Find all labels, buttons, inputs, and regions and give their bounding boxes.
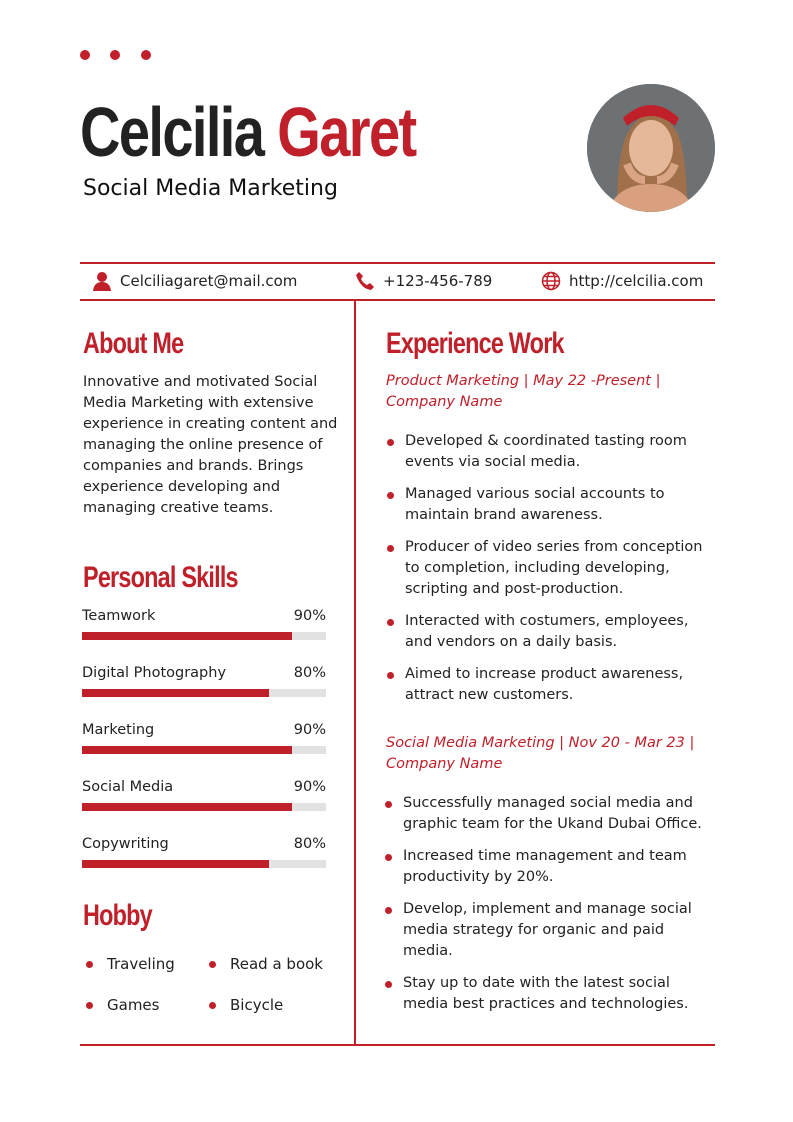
about-heading: About Me — [83, 327, 184, 360]
bullet-icon — [209, 960, 216, 968]
skill-value: 80% — [293, 665, 326, 681]
phone-text: +123-456-789 — [383, 272, 493, 290]
list-item: Producer of video series from conception… — [387, 537, 717, 600]
bullet-icon — [385, 907, 392, 914]
bullet-icon — [387, 439, 394, 446]
list-item: Managed various social accounts to maint… — [387, 484, 717, 526]
email-text: Celciliagaret@mail.com — [120, 272, 298, 290]
skill-bar — [82, 689, 326, 697]
bullet-text: Interacted with costumers, employees, an… — [405, 613, 689, 650]
bullet-icon — [387, 672, 394, 679]
bullet-text: Aimed to increase product awareness, att… — [405, 666, 684, 703]
list-item: Stay up to date with the latest social m… — [385, 973, 715, 1015]
divider — [80, 262, 715, 264]
list-item: Develop, implement and manage social med… — [385, 899, 715, 962]
skill-bar — [82, 746, 326, 754]
skill-item: Marketing 90% — [82, 722, 326, 754]
bullet-text: Increased time management and team produ… — [403, 848, 687, 885]
job-bullets: Developed & coordinated tasting room eve… — [387, 431, 717, 717]
experience-heading: Experience Work — [386, 327, 565, 360]
skill-bar-fill — [82, 746, 292, 754]
bullet-icon — [385, 801, 392, 808]
hobby-item: Read a book — [209, 955, 323, 973]
skills-heading: Personal Skills — [83, 561, 239, 594]
bullet-icon — [385, 854, 392, 861]
skill-label: Copywriting — [82, 836, 169, 852]
decorative-dot — [80, 50, 90, 60]
column-divider — [354, 300, 356, 1044]
skill-label: Social Media — [82, 779, 174, 795]
hobby-label: Traveling — [107, 955, 175, 973]
list-item: Developed & coordinated tasting room eve… — [387, 431, 717, 473]
skill-bar — [82, 632, 326, 640]
bullet-icon — [86, 960, 93, 968]
hobby-item: Traveling — [86, 955, 175, 973]
job-heading: Product Marketing | May 22 -Present | Co… — [386, 373, 661, 410]
contact-website: http://celcilia.com — [541, 271, 703, 291]
skill-value: 90% — [293, 779, 326, 795]
contact-email: Celciliagaret@mail.com — [92, 271, 297, 291]
bullet-text: Successfully managed social media and gr… — [403, 795, 702, 832]
last-name: Garet — [277, 93, 417, 171]
hobby-label: Bicycle — [230, 996, 284, 1014]
skill-value: 90% — [293, 608, 326, 624]
bullet-text: Managed various social accounts to maint… — [405, 486, 665, 523]
bullet-text: Develop, implement and manage social med… — [403, 901, 692, 959]
skill-item: Social Media 90% — [82, 779, 326, 811]
skill-bar-fill — [82, 632, 292, 640]
website-text: http://celcilia.com — [569, 272, 704, 290]
job-role: Social Media Marketing — [83, 176, 338, 201]
job-heading: Social Media Marketing | Nov 20 - Mar 23… — [386, 735, 695, 772]
skill-label: Digital Photography — [82, 665, 227, 681]
skill-label: Marketing — [82, 722, 155, 738]
skill-item: Digital Photography 80% — [82, 665, 326, 697]
about-text: Innovative and motivated Social Media Ma… — [83, 374, 338, 516]
phone-icon — [356, 272, 374, 290]
bullet-icon — [387, 619, 394, 626]
hobby-item: Bicycle — [209, 996, 283, 1014]
job-bullets: Successfully managed social media and gr… — [385, 793, 715, 1026]
user-icon — [93, 272, 111, 291]
bullet-text: Developed & coordinated tasting room eve… — [405, 433, 687, 470]
skill-bar-fill — [82, 860, 269, 868]
full-name: Celcilia Garet — [80, 92, 417, 172]
bullet-text: Stay up to date with the latest social m… — [403, 975, 689, 1012]
list-item: Successfully managed social media and gr… — [385, 793, 715, 835]
bullet-text: Producer of video series from conception… — [405, 539, 703, 597]
skill-value: 90% — [293, 722, 326, 738]
skill-item: Teamwork 90% — [82, 608, 326, 640]
bullet-icon — [86, 1001, 93, 1009]
bullet-icon — [385, 981, 392, 988]
globe-icon — [541, 271, 561, 291]
decorative-dot — [141, 50, 151, 60]
list-item: Increased time management and team produ… — [385, 846, 715, 888]
skill-label: Teamwork — [82, 608, 156, 624]
hobby-item: Games — [86, 996, 159, 1014]
bullet-icon — [387, 545, 394, 552]
list-item: Aimed to increase product awareness, att… — [387, 664, 717, 706]
skill-value: 80% — [293, 836, 326, 852]
first-name: Celcilia — [80, 93, 265, 171]
hobby-heading: Hobby — [83, 899, 153, 932]
skill-bar — [82, 860, 326, 868]
skill-bar — [82, 803, 326, 811]
list-item: Interacted with costumers, employees, an… — [387, 611, 717, 653]
bullet-icon — [387, 492, 394, 499]
decorative-dot — [110, 50, 120, 60]
contact-phone: +123-456-789 — [355, 271, 492, 291]
hobby-label: Read a book — [230, 955, 323, 973]
skill-bar-fill — [82, 689, 269, 697]
skill-item: Copywriting 80% — [82, 836, 326, 868]
divider — [80, 1044, 715, 1046]
bullet-icon — [209, 1001, 216, 1009]
hobby-label: Games — [107, 996, 160, 1014]
skill-bar-fill — [82, 803, 292, 811]
profile-photo — [587, 84, 715, 212]
divider — [80, 299, 715, 301]
